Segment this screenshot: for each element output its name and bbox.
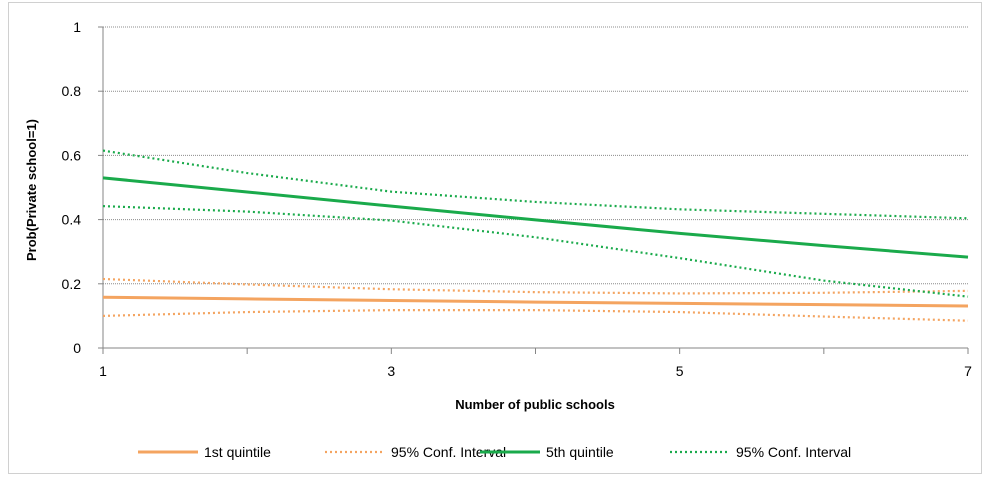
- chart-frame: [8, 2, 982, 474]
- x-tick-label: 3: [387, 363, 395, 379]
- legend-label: 95% Conf. Interval: [391, 444, 506, 460]
- legend-label: 1st quintile: [204, 444, 271, 460]
- series-line-5: [102, 205, 969, 298]
- legend-label: 5th quintile: [546, 444, 614, 460]
- y-tick-label: 1: [73, 19, 81, 35]
- legend: 1st quintile 95% Conf. Interval 5th quinti…: [138, 444, 851, 460]
- x-tick-label: 7: [964, 363, 972, 379]
- y-tick-label: 0.2: [62, 276, 82, 292]
- y-tick-label: 0: [73, 340, 81, 356]
- series-line-4: [102, 149, 969, 220]
- x-tick-label: 5: [676, 363, 684, 379]
- y-tick-label: 0.4: [62, 212, 82, 228]
- y-tick-label: 0.6: [62, 147, 82, 163]
- x-axis-title: Number of public schools: [455, 397, 615, 412]
- axes: [98, 26, 969, 354]
- series-line-2: [102, 309, 969, 322]
- series-line-3: [102, 176, 969, 259]
- y-tick-label: 0.8: [62, 83, 82, 99]
- y-axis-title: Prob(Private school=1): [24, 119, 39, 261]
- series-line-1: [102, 277, 969, 295]
- tick-labels: 0 0.2 0.4 0.6 0.8 1 1 3 5 7: [62, 19, 973, 379]
- legend-label: 95% Conf. Interval: [736, 444, 851, 460]
- series-group: [102, 149, 969, 322]
- series-line-0: [102, 295, 969, 308]
- x-tick-label: 1: [99, 363, 107, 379]
